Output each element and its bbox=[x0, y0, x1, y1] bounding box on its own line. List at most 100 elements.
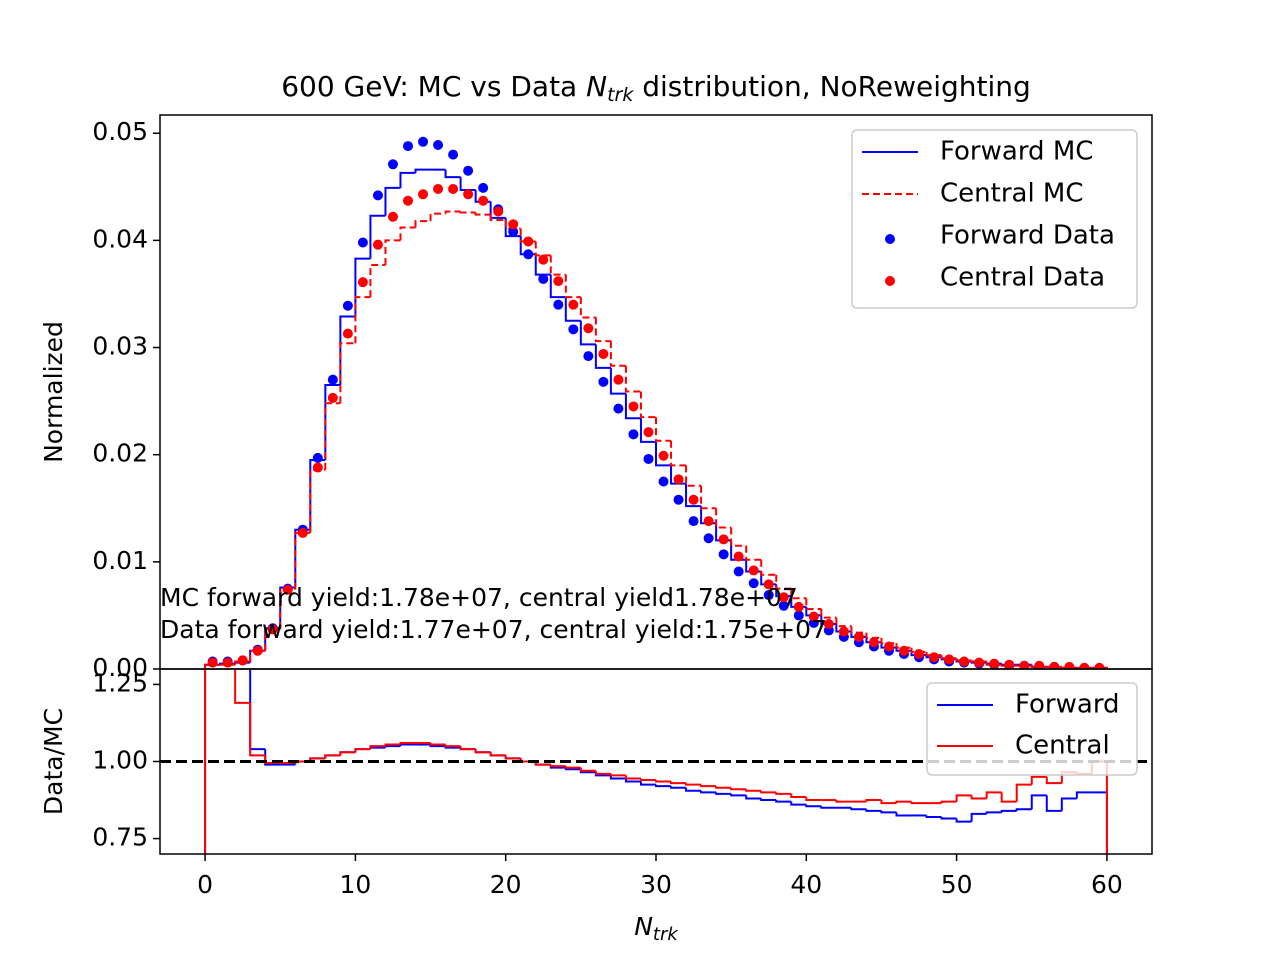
data-point bbox=[523, 249, 534, 260]
hist-step bbox=[730, 527, 747, 547]
hist-step bbox=[399, 743, 416, 747]
hist-step bbox=[264, 749, 281, 766]
data-point bbox=[403, 195, 413, 206]
data-point bbox=[342, 300, 353, 311]
data-point bbox=[778, 600, 789, 611]
data-point bbox=[357, 237, 368, 248]
hist-step bbox=[715, 792, 732, 795]
hist-step bbox=[339, 315, 356, 386]
y-axis-label: Data/MC bbox=[39, 708, 68, 815]
hist-step bbox=[474, 212, 491, 216]
hist-step bbox=[685, 483, 702, 508]
hist-step bbox=[775, 792, 792, 795]
hist-step bbox=[865, 809, 882, 812]
hist-step bbox=[745, 795, 762, 800]
hist-step bbox=[354, 748, 371, 753]
hist-step bbox=[730, 787, 747, 791]
legend-label: Central Data bbox=[940, 263, 1105, 293]
hist-step bbox=[940, 817, 957, 820]
hist-step bbox=[549, 764, 566, 768]
data-point bbox=[252, 645, 263, 656]
hist-step bbox=[459, 211, 476, 214]
x-tick-label: 20 bbox=[490, 870, 522, 899]
hist-step bbox=[655, 780, 672, 783]
data-point bbox=[568, 299, 579, 310]
plot-area bbox=[204, 136, 1108, 669]
hist-step bbox=[1000, 809, 1017, 813]
data-point bbox=[237, 655, 248, 666]
y-tick-label: 0.75 bbox=[92, 823, 148, 852]
data-point bbox=[282, 584, 293, 595]
data-point bbox=[793, 610, 804, 621]
hist-step bbox=[399, 742, 416, 745]
hist-step bbox=[1015, 783, 1032, 802]
hist-step bbox=[639, 418, 656, 443]
y-tick-label: 0.03 bbox=[92, 332, 148, 361]
hist-step bbox=[1075, 791, 1092, 799]
hist-step bbox=[264, 755, 281, 765]
x-label-subscript: trk bbox=[653, 924, 679, 945]
hist-step bbox=[594, 344, 611, 369]
hist-step bbox=[970, 812, 987, 822]
hist-step bbox=[354, 296, 371, 344]
hist-step bbox=[339, 751, 356, 756]
hist-step bbox=[880, 800, 897, 805]
hist-step bbox=[369, 745, 386, 750]
hist-step bbox=[775, 574, 792, 590]
data-point bbox=[974, 657, 985, 668]
data-point bbox=[1034, 660, 1045, 669]
data-point bbox=[808, 611, 819, 622]
y-tick-label: 0.00 bbox=[92, 653, 148, 682]
data-point bbox=[1094, 662, 1105, 669]
x-tick-label: 30 bbox=[640, 870, 672, 899]
data-point bbox=[628, 401, 639, 412]
data-point bbox=[703, 516, 714, 527]
hist-step bbox=[670, 440, 687, 467]
data-point bbox=[448, 183, 459, 194]
data-point bbox=[763, 590, 774, 601]
chart-title: 600 GeV: MC vs Data Ntrk distribution, N… bbox=[281, 70, 1031, 106]
hist-step bbox=[955, 818, 972, 823]
y-tick-label: 0.04 bbox=[92, 224, 148, 253]
data-point bbox=[929, 652, 940, 663]
hist-step bbox=[414, 220, 431, 228]
hist-step bbox=[504, 220, 521, 230]
hist-step bbox=[564, 274, 581, 299]
data-point bbox=[703, 533, 714, 544]
hist-step bbox=[594, 317, 611, 343]
data-point bbox=[643, 427, 654, 438]
data-point bbox=[628, 429, 639, 440]
data-point bbox=[312, 462, 323, 473]
data-point bbox=[327, 374, 338, 385]
hist-step bbox=[715, 508, 732, 529]
hist-step bbox=[820, 608, 837, 619]
legend-label: Forward MC bbox=[940, 137, 1093, 167]
data-point bbox=[1064, 661, 1075, 669]
annotation: Data forward yield:1.77e+07, central yie… bbox=[160, 615, 827, 644]
data-point bbox=[387, 211, 398, 222]
hist-step bbox=[234, 669, 251, 704]
hist-step bbox=[1060, 797, 1077, 811]
hist-step bbox=[549, 255, 566, 276]
hist-step bbox=[715, 786, 732, 789]
hist-step bbox=[700, 784, 717, 788]
hist-step bbox=[805, 598, 822, 610]
data-point bbox=[959, 656, 970, 667]
hist-step bbox=[624, 778, 641, 783]
hist-step bbox=[459, 746, 476, 751]
data-point bbox=[899, 645, 909, 656]
data-point bbox=[508, 226, 519, 237]
hist-step bbox=[985, 811, 1002, 814]
hist-step bbox=[1045, 795, 1062, 812]
data-point bbox=[1049, 661, 1060, 669]
hist-step bbox=[655, 441, 672, 467]
hist-step bbox=[489, 214, 506, 222]
data-point bbox=[463, 189, 474, 200]
data-point bbox=[1079, 662, 1090, 669]
hist-step bbox=[835, 617, 852, 628]
data-point bbox=[733, 566, 744, 577]
hist-step bbox=[1000, 792, 1017, 803]
hist-step bbox=[474, 749, 491, 754]
y-tick-label: 0.05 bbox=[92, 117, 148, 146]
hist-step bbox=[760, 790, 777, 794]
